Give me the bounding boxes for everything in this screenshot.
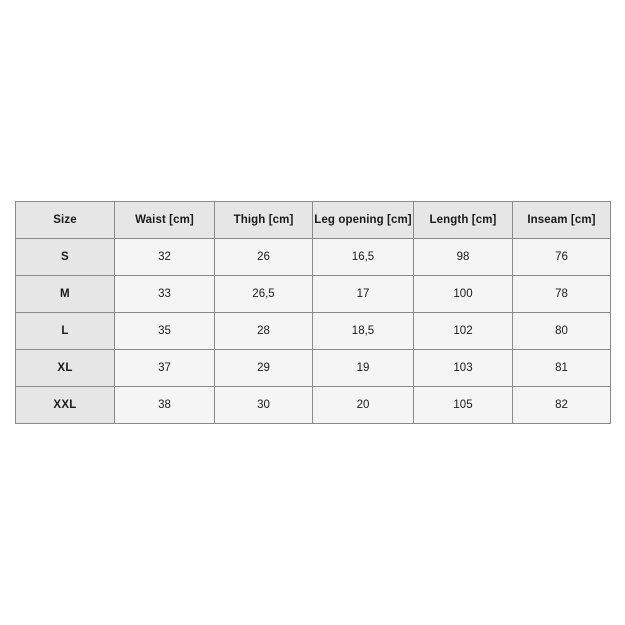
size-chart-table: Size Waist [cm] Thigh [cm] Leg opening [… bbox=[15, 201, 611, 424]
column-header-leg-opening: Leg opening [cm] bbox=[312, 201, 414, 239]
cell-waist: 38 bbox=[114, 386, 215, 424]
table-row: M 33 26,5 17 100 78 bbox=[15, 275, 611, 313]
cell-waist: 32 bbox=[114, 238, 215, 276]
column-header-inseam: Inseam [cm] bbox=[512, 201, 611, 239]
cell-leg-opening: 19 bbox=[312, 349, 414, 387]
cell-waist: 35 bbox=[114, 312, 215, 350]
cell-waist: 37 bbox=[114, 349, 215, 387]
column-header-length: Length [cm] bbox=[413, 201, 513, 239]
cell-inseam: 78 bbox=[512, 275, 611, 313]
table-row: XXL 38 30 20 105 82 bbox=[15, 386, 611, 424]
cell-thigh: 29 bbox=[214, 349, 313, 387]
cell-inseam: 76 bbox=[512, 238, 611, 276]
cell-size: XL bbox=[15, 349, 115, 387]
cell-inseam: 82 bbox=[512, 386, 611, 424]
table-row: L 35 28 18,5 102 80 bbox=[15, 312, 611, 350]
table-header: Size Waist [cm] Thigh [cm] Leg opening [… bbox=[15, 201, 611, 239]
cell-leg-opening: 16,5 bbox=[312, 238, 414, 276]
table-row: XL 37 29 19 103 81 bbox=[15, 349, 611, 387]
cell-size: M bbox=[15, 275, 115, 313]
cell-length: 105 bbox=[413, 386, 513, 424]
cell-inseam: 80 bbox=[512, 312, 611, 350]
cell-length: 100 bbox=[413, 275, 513, 313]
cell-thigh: 26 bbox=[214, 238, 313, 276]
cell-size: S bbox=[15, 238, 115, 276]
cell-waist: 33 bbox=[114, 275, 215, 313]
cell-thigh: 28 bbox=[214, 312, 313, 350]
cell-thigh: 26,5 bbox=[214, 275, 313, 313]
cell-leg-opening: 18,5 bbox=[312, 312, 414, 350]
cell-leg-opening: 20 bbox=[312, 386, 414, 424]
cell-length: 98 bbox=[413, 238, 513, 276]
column-header-size: Size bbox=[15, 201, 115, 239]
cell-size: L bbox=[15, 312, 115, 350]
cell-length: 103 bbox=[413, 349, 513, 387]
cell-inseam: 81 bbox=[512, 349, 611, 387]
cell-length: 102 bbox=[413, 312, 513, 350]
column-header-waist: Waist [cm] bbox=[114, 201, 215, 239]
cell-leg-opening: 17 bbox=[312, 275, 414, 313]
cell-thigh: 30 bbox=[214, 386, 313, 424]
table-row: S 32 26 16,5 98 76 bbox=[15, 238, 611, 276]
table-body: S 32 26 16,5 98 76 M 33 26,5 17 100 78 L bbox=[15, 238, 611, 424]
column-header-thigh: Thigh [cm] bbox=[214, 201, 313, 239]
cell-size: XXL bbox=[15, 386, 115, 424]
header-row: Size Waist [cm] Thigh [cm] Leg opening [… bbox=[15, 201, 611, 239]
size-chart-container: Size Waist [cm] Thigh [cm] Leg opening [… bbox=[15, 201, 611, 424]
